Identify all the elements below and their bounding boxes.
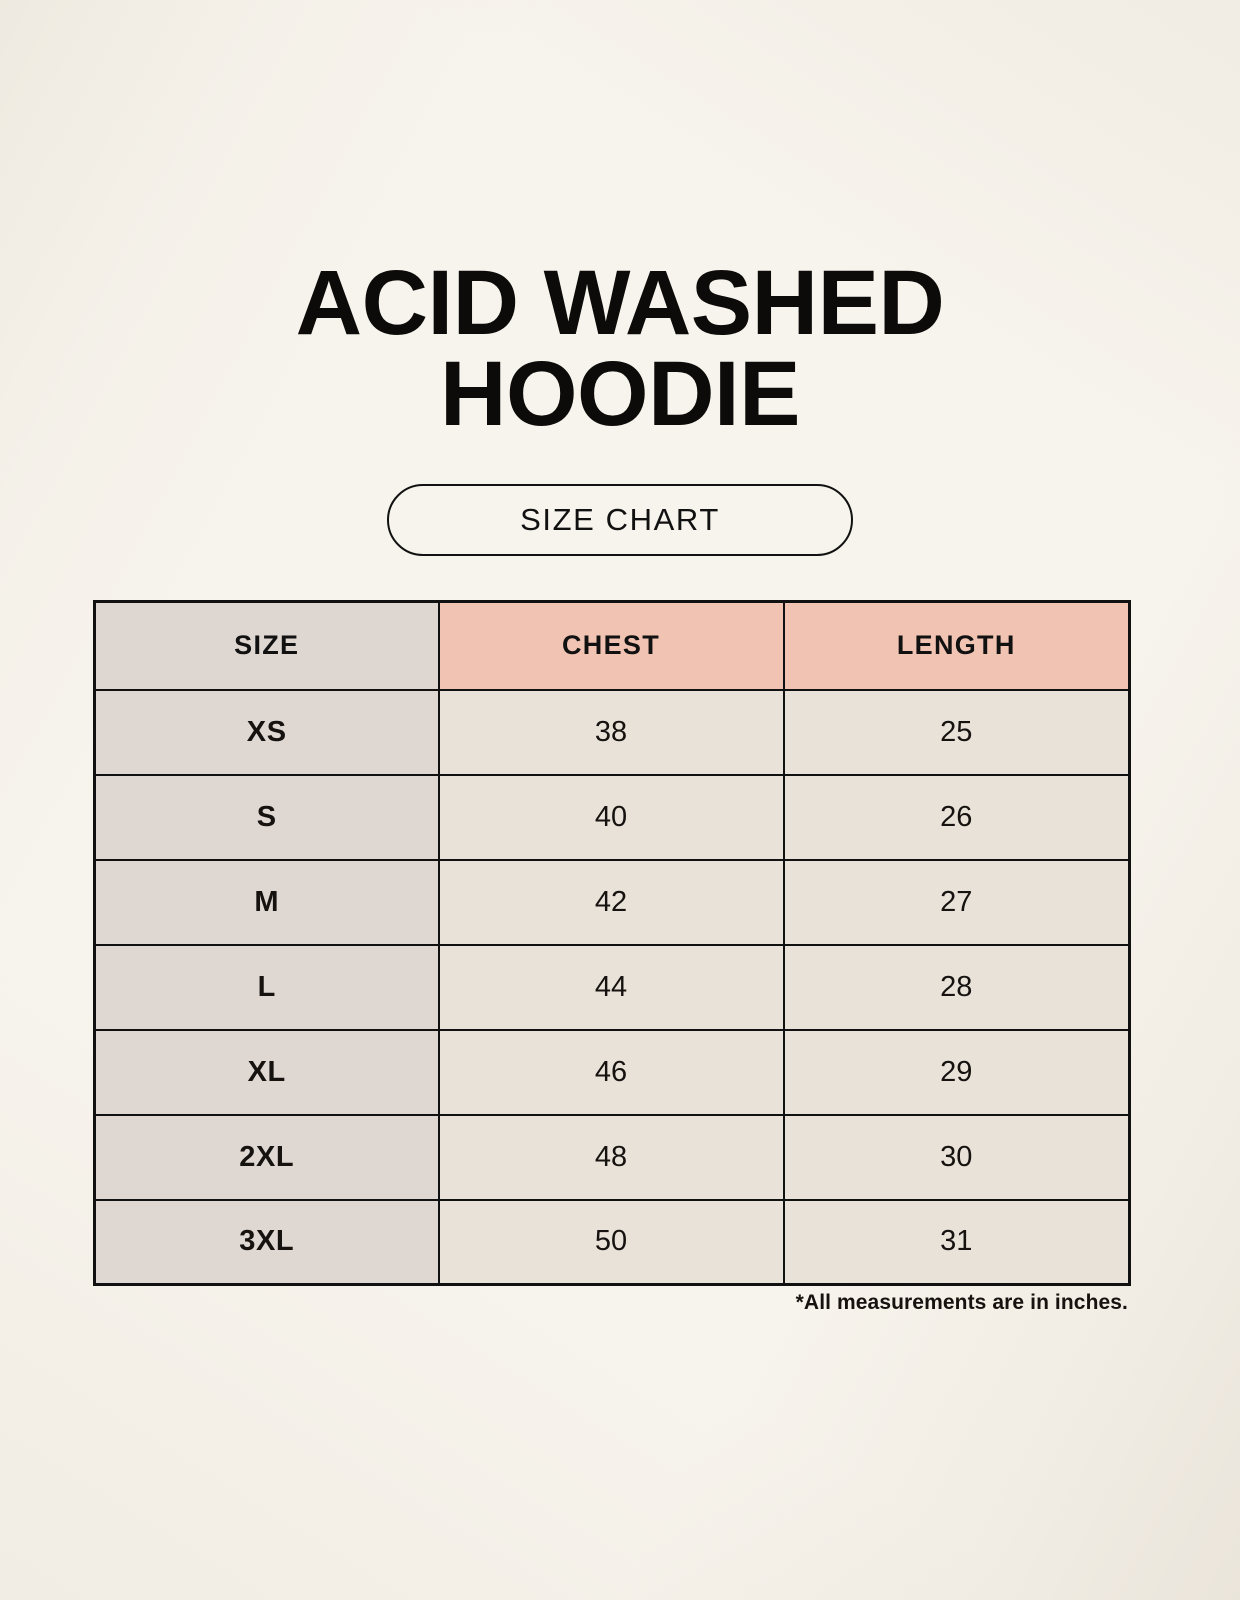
cell-length: 30 [782, 1113, 1131, 1201]
cell-chest: 50 [437, 1198, 785, 1286]
cell-length: 28 [782, 943, 1131, 1031]
table-row: 3XL 50 31 [93, 1198, 1131, 1286]
cell-chest: 46 [437, 1028, 785, 1116]
table-row: 2XL 48 30 [93, 1113, 1131, 1201]
cell-chest: 44 [437, 943, 785, 1031]
column-header-length: LENGTH [782, 600, 1131, 691]
page-title: ACID WASHED HOODIE [0, 252, 1240, 446]
cell-size: S [93, 773, 440, 861]
page-title-line-2: HOODIE [440, 343, 800, 446]
cell-chest: 38 [437, 688, 785, 776]
table-row: S 40 26 [93, 773, 1131, 861]
size-chart-badge-container: SIZE CHART [0, 484, 1240, 556]
cell-length: 27 [782, 858, 1131, 946]
column-header-chest: CHEST [437, 600, 785, 691]
page-title-line-1: ACID WASHED [295, 252, 945, 354]
size-chart-badge: SIZE CHART [387, 484, 853, 556]
table-row: M 42 27 [93, 858, 1131, 946]
table-header-row: SIZE CHEST LENGTH [93, 600, 1131, 691]
table-row: L 44 28 [93, 943, 1131, 1031]
cell-length: 25 [782, 688, 1131, 776]
cell-length: 31 [782, 1198, 1131, 1286]
table-header: SIZE CHEST LENGTH [93, 600, 1131, 691]
table-row: XL 46 29 [93, 1028, 1131, 1116]
size-chart-table-container: SIZE CHEST LENGTH XS 38 25 S 40 26 M [93, 600, 1131, 1286]
cell-chest: 40 [437, 773, 785, 861]
column-header-size: SIZE [93, 600, 440, 691]
cell-size: M [93, 858, 440, 946]
cell-size: L [93, 943, 440, 1031]
cell-size: 2XL [93, 1113, 440, 1201]
cell-size: XS [93, 688, 440, 776]
table-body: XS 38 25 S 40 26 M 42 27 L 44 28 [93, 688, 1131, 1286]
table-row: XS 38 25 [93, 688, 1131, 776]
cell-size: XL [93, 1028, 440, 1116]
cell-chest: 48 [437, 1113, 785, 1201]
cell-length: 29 [782, 1028, 1131, 1116]
cell-chest: 42 [437, 858, 785, 946]
cell-length: 26 [782, 773, 1131, 861]
size-chart-table: SIZE CHEST LENGTH XS 38 25 S 40 26 M [93, 600, 1131, 1286]
cell-size: 3XL [93, 1198, 440, 1286]
measurement-units-footnote: *All measurements are in inches. [795, 1291, 1128, 1314]
